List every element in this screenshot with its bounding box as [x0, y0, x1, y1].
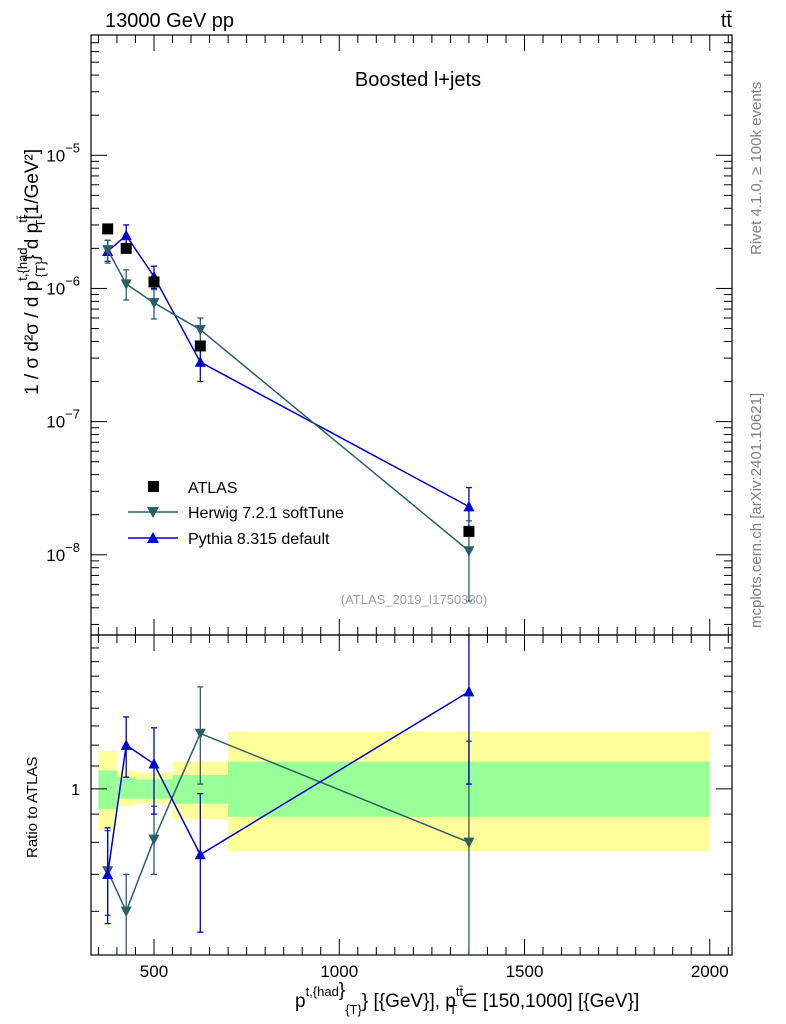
pythia-8-315-default-point	[463, 500, 475, 512]
x-tick-labels: 500 1000 1500 2000	[140, 962, 729, 981]
main-y-tick-label-exponent: −7	[65, 407, 80, 422]
legend-marker-pythia	[147, 532, 159, 543]
mcplots-label: mcplots.cern.ch [arXiv:2401.10621]	[748, 393, 765, 628]
main-panel: 10−810−710−610−5 Boosted l+jets (ATLAS_2…	[15, 34, 733, 636]
x-label-super-t: t,{had	[306, 984, 339, 999]
herwig-7-2-1-softtune-point	[120, 279, 132, 290]
plot-title: Boosted l+jets	[355, 69, 481, 91]
ratio-pythia-8-315-default-point	[120, 739, 132, 750]
main-y-tick-label: 10−6	[46, 273, 80, 298]
ratio-band-green	[98, 770, 117, 809]
main-y-tick-label: 10−5	[46, 140, 80, 165]
legend-marker-herwig	[147, 507, 159, 518]
rivet-version-label: Rivet 4.1.0, ≥ 100k events	[748, 82, 765, 255]
ratio-panel: 1 Ratio to ATLAS 500 1000 1500 2000 pt,{had…	[24, 634, 733, 1017]
ratio-herwig-7-2-1-softtune-point	[148, 834, 160, 846]
ratio-axis-ticks	[91, 634, 732, 956]
analysis-id-label: (ATLAS_2019_I1750330)	[341, 592, 487, 607]
x-label-super-tt: tt̄	[456, 984, 464, 999]
main-y-tick-label-exponent: −5	[65, 140, 80, 155]
x-tick-label: 2000	[691, 962, 729, 981]
main-y-tick-label-exponent: −8	[65, 540, 80, 555]
legend-item-herwig: Herwig 7.2.1 softTune	[128, 505, 344, 522]
legend: ATLAS Herwig 7.2.1 softTune Pythia 8.315…	[128, 480, 344, 548]
x-axis-label: pt,{had}{T}} [{GeV}], ptt̄ T ∈ [150,1000] …	[295, 980, 639, 1017]
legend-label-herwig: Herwig 7.2.1 softTune	[188, 505, 344, 522]
herwig-7-2-1-softtune-point	[102, 245, 114, 256]
main-y-tick-labels: 10−810−710−610−5	[46, 140, 80, 565]
main-y-tick-label: 10−8	[46, 540, 80, 565]
energy-label: 13000 GeV pp	[105, 10, 234, 32]
x-tick-label: 500	[140, 962, 168, 981]
y-label-sub-tt: T	[33, 220, 48, 228]
ratio-y-axis-label: Ratio to ATLAS	[24, 757, 41, 858]
y-label-unit: [1/GeV²]	[22, 149, 43, 220]
legend-label-pythia: Pythia 8.315 default	[188, 531, 330, 548]
ratio-pythia-8-315-default-point	[463, 685, 475, 697]
y-label-super-t: t,{had	[15, 247, 30, 280]
y-label-mid: } d p	[22, 223, 43, 261]
main-axis-ticks	[91, 34, 732, 635]
herwig-7-2-1-softtune-point	[194, 325, 206, 336]
pythia-8-315-default-point	[194, 356, 206, 367]
atlas-point	[463, 525, 475, 537]
legend-item-pythia: Pythia 8.315 default	[128, 531, 330, 548]
main-y-tick-label: 10−7	[46, 407, 80, 432]
x-label-tail: ∈ [150,1000] [{GeV}]	[461, 991, 639, 1012]
ratio-pythia-8-315-default-point	[194, 848, 206, 860]
x-label-main: p	[295, 991, 306, 1012]
ratio-herwig-7-2-1-softtune-point	[463, 837, 475, 849]
main-y-tick-label-base: 10	[46, 413, 65, 432]
x-label-sub-t2: {T}	[345, 1002, 362, 1017]
y-label-super-tt: tt̄	[15, 215, 30, 223]
ratio-herwig-7-2-1-softtune-point	[120, 906, 132, 918]
atlas-point	[148, 276, 160, 288]
legend-item-atlas: ATLAS	[148, 480, 238, 497]
y-label-sub-t: {T}	[33, 260, 48, 277]
main-y-tick-label-exponent: −6	[65, 273, 80, 288]
main-y-tick-label-base: 10	[46, 546, 65, 565]
y-label-main: 1 / σ d²σ / d p	[22, 281, 43, 395]
pythia-8-315-default-point	[120, 229, 132, 241]
herwig-7-2-1-softtune-point	[148, 298, 160, 309]
atlas-point	[194, 340, 206, 352]
main-y-tick-label-base: 10	[46, 146, 65, 165]
atlas-point	[120, 242, 132, 254]
x-label-sub-tt: T	[449, 1002, 457, 1017]
main-y-axis-label: 1 / σ d²σ / d pt,{had {T}} d ptt̄T[1/GeV²…	[15, 149, 48, 395]
x-label-mid: } [{GeV}], p	[362, 991, 456, 1012]
x-tick-label: 1500	[506, 962, 544, 981]
herwig-7-2-1-softtune-point	[463, 546, 475, 557]
ratio-panel-frame	[90, 634, 733, 956]
atlas-point	[102, 223, 114, 235]
ratio-y-tick-label: 1	[71, 782, 80, 799]
ratio-pythia-8-315-default-point	[148, 758, 160, 769]
main-series-layer	[102, 223, 475, 602]
process-label: tt̄	[721, 10, 733, 32]
ratio-pythia-8-315-default-point	[102, 868, 114, 880]
ratio-herwig-7-2-1-softtune-point	[194, 728, 206, 740]
pythia-8-315-default-line	[107, 234, 470, 508]
ratio-series-layer	[102, 634, 475, 955]
main-y-tick-label-base: 10	[46, 279, 65, 298]
x-tick-label: 1000	[320, 962, 358, 981]
legend-label-atlas: ATLAS	[188, 480, 238, 497]
x-label-sub-t: }	[339, 980, 345, 1001]
legend-marker-atlas	[148, 481, 159, 492]
